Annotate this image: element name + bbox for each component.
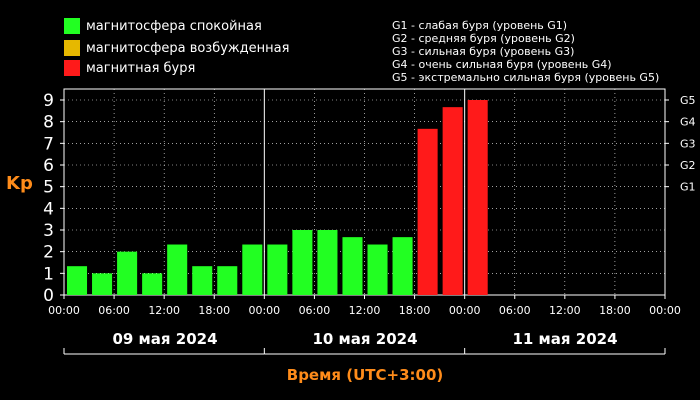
x-tick-label: 18:00 xyxy=(399,304,431,317)
date-label-day2: 10 мая 2024 xyxy=(312,330,418,348)
y-tick-label: 6 xyxy=(43,156,54,176)
legend-item-active: магнитосфера возбужденная xyxy=(64,39,289,57)
legend-swatch-quiet xyxy=(64,18,80,34)
x-tick-label: 00:00 xyxy=(449,304,481,317)
g-legend-g2: G2 - средняя буря (уровень G2) xyxy=(392,32,575,45)
g-legend-g4: G4 - очень сильная буря (уровень G4) xyxy=(392,58,612,71)
bar xyxy=(217,266,238,295)
bar xyxy=(142,273,163,295)
x-tick-label: 18:00 xyxy=(599,304,631,317)
bar xyxy=(342,237,363,295)
bar xyxy=(67,266,88,295)
bar xyxy=(192,266,213,295)
x-tick-label: 12:00 xyxy=(349,304,381,317)
y-tick-label: 4 xyxy=(43,199,54,219)
g-scale-label: G5 xyxy=(680,94,696,107)
date-label-day1: 09 мая 2024 xyxy=(112,330,218,348)
bar xyxy=(467,100,488,295)
x-tick-label: 00:00 xyxy=(48,304,80,317)
g-scale-label: G3 xyxy=(680,137,696,150)
g-legend-g3: G3 - сильная буря (уровень G3) xyxy=(392,45,575,58)
legend-label-active: магнитосфера возбужденная xyxy=(86,40,290,56)
x-tick-label: 12:00 xyxy=(148,304,180,317)
bar xyxy=(417,128,438,295)
bar xyxy=(367,244,388,295)
bar xyxy=(167,244,188,295)
legend-swatch-storm xyxy=(64,60,80,76)
y-tick-label: 9 xyxy=(43,91,54,111)
bar xyxy=(242,244,263,295)
bar xyxy=(442,107,463,296)
bar xyxy=(92,273,113,295)
legend-label-storm: магнитная буря xyxy=(86,60,196,76)
x-tick-label: 06:00 xyxy=(98,304,130,317)
y-tick-label: 0 xyxy=(43,286,54,306)
legend-swatch-active xyxy=(64,40,80,56)
bar xyxy=(117,251,138,295)
g-scale-label: G2 xyxy=(680,159,696,172)
x-tick-label: 00:00 xyxy=(649,304,681,317)
x-tick-label: 12:00 xyxy=(549,304,581,317)
x-tick-label: 00:00 xyxy=(248,304,280,317)
g-legend-g1: G1 - слабая буря (уровень G1) xyxy=(392,19,568,32)
legend-item-storm: магнитная буря xyxy=(64,59,195,77)
bar xyxy=(292,230,313,295)
plot-frame xyxy=(63,88,666,296)
x-tick-label: 06:00 xyxy=(299,304,331,317)
y-tick-label: 5 xyxy=(43,178,54,198)
y-tick-label: 7 xyxy=(43,134,54,154)
y-tick-label: 8 xyxy=(43,113,54,133)
g-legend-g5: G5 - экстремально сильная буря (уровень … xyxy=(392,71,660,84)
legend-label-quiet: магнитосфера спокойная xyxy=(86,18,262,34)
x-axis-title: Время (UTC+3:00) xyxy=(286,366,444,384)
g-scale-label: G1 xyxy=(680,181,696,194)
y-tick-label: 2 xyxy=(43,243,54,263)
x-tick-label: 06:00 xyxy=(499,304,531,317)
y-tick-label: 1 xyxy=(43,264,54,284)
legend-item-quiet: магнитосфера спокойная xyxy=(64,17,262,35)
bar xyxy=(317,230,338,295)
x-tick-label: 18:00 xyxy=(198,304,230,317)
bar xyxy=(392,237,413,295)
bar xyxy=(267,244,288,295)
y-tick-label: 3 xyxy=(43,221,54,241)
y-axis-title: Kp xyxy=(6,173,33,194)
g-scale-label: G4 xyxy=(680,116,696,129)
date-label-day3: 11 мая 2024 xyxy=(512,330,618,348)
